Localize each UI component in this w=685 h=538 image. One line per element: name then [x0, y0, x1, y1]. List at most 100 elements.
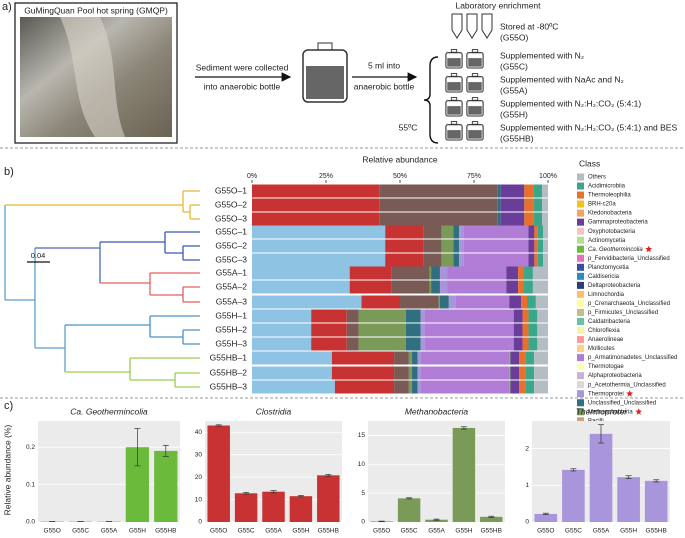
- bar-segment: [537, 225, 544, 239]
- y-tick-label: 30: [195, 451, 203, 458]
- bar-segment: [421, 351, 510, 365]
- error-bar: [542, 512, 549, 516]
- legend-swatch: [577, 381, 584, 389]
- bar: [617, 477, 640, 522]
- x-tick-label: G55C: [72, 528, 89, 535]
- bar-segment: [408, 380, 412, 394]
- bar-segment: [500, 184, 525, 198]
- legend-swatch: [577, 363, 584, 371]
- bar-segment: [379, 184, 498, 198]
- bar-segment: [497, 198, 501, 212]
- bar-segment: [346, 309, 359, 323]
- legend-label: Alphaproteobacteria: [588, 373, 642, 379]
- bar: [425, 519, 448, 522]
- legend-label: BRH-c20a: [588, 202, 616, 208]
- bar: [589, 433, 613, 522]
- bar-segment: [537, 309, 548, 323]
- bar: [234, 493, 258, 522]
- legend-label: Actinomycetia: [588, 238, 626, 244]
- error-bar: [162, 444, 169, 457]
- bar-segment: [385, 239, 424, 253]
- bar-segment: [521, 295, 527, 309]
- legend-label: Methanobacteria: [588, 409, 633, 415]
- bar-segment: [447, 266, 507, 280]
- bar-segment: [513, 309, 514, 323]
- bar-segment: [510, 351, 520, 365]
- y-tick-label: 0: [525, 519, 529, 526]
- bar-segment: [405, 323, 421, 337]
- x-tick-label: G55H: [129, 528, 146, 535]
- error-bar: [243, 492, 250, 495]
- legend-swatch: [577, 390, 584, 398]
- x-tick-label: G55O: [210, 528, 227, 535]
- legend-swatch: [577, 182, 584, 190]
- chart-title: Thermoprotei: [576, 406, 628, 416]
- legend-label: Anaerolineae: [588, 337, 624, 343]
- bar-segment: [346, 323, 359, 337]
- bar-segment: [252, 198, 380, 212]
- bar: [289, 496, 313, 522]
- x-tick-label: G55A: [265, 528, 282, 535]
- y-tick-label: 0: [198, 519, 202, 526]
- y-tick-label: 15: [358, 432, 366, 439]
- enrichment-title: Laboratory enrichment: [455, 0, 541, 10]
- bar-segment: [542, 184, 548, 198]
- x-tick-label: G55H: [455, 528, 472, 535]
- legend-star: [626, 390, 634, 397]
- x-tick-label: G55O: [44, 528, 61, 535]
- error-bar: [460, 426, 467, 430]
- bar-segment: [459, 225, 464, 239]
- legend-swatch: [577, 327, 584, 335]
- bar-segment: [513, 309, 523, 323]
- legend-star: [645, 245, 653, 253]
- panel-label: c): [4, 400, 13, 412]
- brace: [423, 56, 439, 144]
- bar-segment: [513, 323, 523, 337]
- category-label: G55O–1: [215, 185, 247, 195]
- error-bar: [488, 515, 495, 518]
- bar-segment: [252, 295, 362, 309]
- legend-swatch: [577, 173, 584, 181]
- bar-segment: [311, 323, 347, 337]
- legend-label: Oxyphotobacteria: [588, 229, 636, 235]
- legend-label: Mollicutes: [588, 346, 615, 352]
- bar-segment: [431, 266, 440, 280]
- legend-swatch: [577, 290, 584, 298]
- bar-segment: [423, 253, 442, 267]
- bar-segment: [513, 323, 514, 337]
- legend-label: Caldisericia: [588, 274, 620, 280]
- category-label: G55C–2: [215, 240, 247, 250]
- plot-background: [368, 421, 505, 522]
- bar-segment: [385, 253, 424, 267]
- legend-swatch: [577, 263, 584, 271]
- legend-label: Others: [588, 175, 606, 181]
- bar-segment: [441, 225, 454, 239]
- bar-segment: [519, 351, 526, 365]
- bar-segment: [524, 212, 534, 226]
- x-tick-label: G55HB: [155, 528, 176, 535]
- category-label: G55A–3: [216, 296, 247, 306]
- bar-segment: [524, 280, 533, 294]
- bar-segment: [252, 309, 312, 323]
- x-tick-label: 0%: [247, 173, 257, 180]
- bar-segment: [528, 323, 538, 337]
- bar-segment: [424, 323, 514, 337]
- bar-segment: [379, 212, 498, 226]
- category-label: G55O–2: [215, 199, 247, 209]
- bar: [452, 427, 476, 522]
- step-text: into anaerobic bottle: [204, 81, 281, 91]
- bar-segment: [506, 280, 519, 294]
- bar-segment: [391, 280, 430, 294]
- bar-segment: [459, 253, 464, 267]
- x-tick-label: G55HB: [646, 528, 667, 535]
- category-label: G55H–2: [215, 324, 247, 334]
- bar-segment: [509, 351, 511, 365]
- bar-segment: [535, 295, 548, 309]
- legend-swatch: [577, 336, 584, 344]
- legend-swatch: [577, 191, 584, 199]
- bar-segment: [358, 337, 406, 351]
- bar-segment: [463, 225, 529, 239]
- bottle-row: [445, 49, 484, 141]
- bar-segment: [524, 184, 534, 198]
- temperature: 55ºC: [399, 122, 418, 132]
